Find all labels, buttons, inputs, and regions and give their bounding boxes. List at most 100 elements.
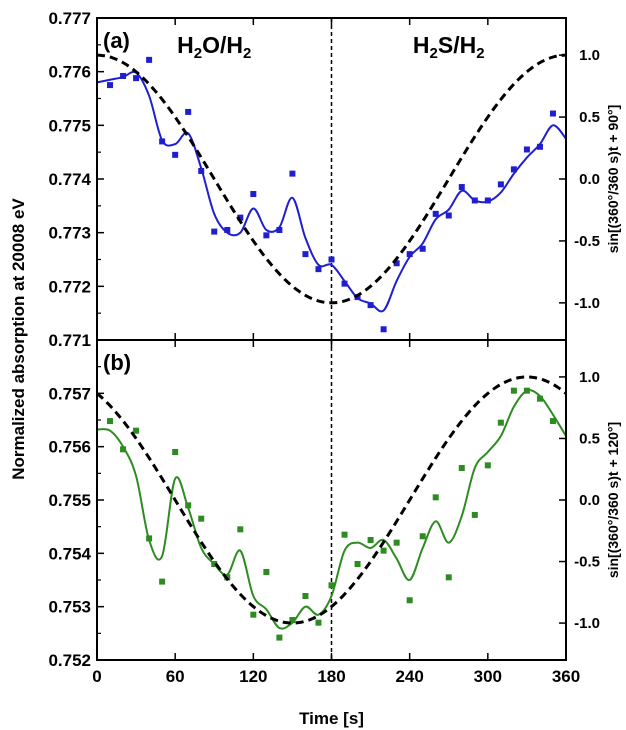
data-point (432, 494, 439, 501)
data-point (510, 166, 517, 173)
data-point (549, 418, 556, 425)
y2-tick-label: 0.5 (579, 109, 600, 126)
y2-tick-label: 0.0 (579, 171, 600, 188)
y-tick-label: 0.774 (48, 170, 91, 189)
data-point (172, 449, 179, 455)
data-point (497, 181, 504, 188)
data-point (302, 593, 309, 599)
data-point (302, 251, 309, 258)
y-tick-label: 0.775 (48, 116, 91, 135)
data-point (445, 212, 452, 219)
data-point (315, 266, 322, 273)
y2-tick-label: 0.5 (579, 430, 600, 447)
data-point (120, 72, 127, 79)
x-tick-label: 180 (317, 667, 345, 686)
data-point (549, 110, 556, 117)
data-point (172, 151, 179, 158)
x-tick-label: 240 (395, 667, 423, 686)
y-tick-label: 0.757 (48, 384, 91, 403)
data-point (458, 465, 465, 471)
y-tick-label: 0.753 (48, 598, 91, 617)
data-point (419, 245, 426, 252)
data-point (419, 533, 426, 540)
data-point (471, 511, 478, 518)
data-point (341, 531, 348, 538)
data-point (107, 82, 114, 89)
data-point (510, 387, 517, 394)
data-point (393, 539, 400, 546)
data-point (367, 537, 374, 543)
y2-tick-label: 0.0 (579, 492, 600, 509)
x-tick-label: 300 (474, 667, 502, 686)
data-point (198, 515, 205, 522)
data-point (536, 395, 543, 402)
y-tick-label: 0.777 (48, 9, 91, 28)
panel-label: (a) (103, 28, 130, 53)
data-point (133, 75, 140, 82)
y2-axis-title: sin[(360°/360 s)t + 120°] (605, 422, 621, 578)
y-tick-label: 0.756 (48, 438, 91, 457)
data-point (146, 56, 153, 63)
data-point (276, 634, 283, 641)
y2-axis-title: sin[(360°/360 s)t + 90°] (605, 105, 621, 254)
data-point (445, 574, 452, 581)
y-axis-title: Normalized absorption at 20008 eV (9, 198, 28, 480)
x-tick-label: 120 (239, 667, 267, 686)
sine-reference-curve (96, 53, 567, 305)
data-point (367, 302, 374, 309)
data-point (237, 214, 244, 221)
region-label: H2O/H2 (177, 32, 251, 62)
y-tick-label: 0.776 (48, 63, 91, 82)
data-point (185, 108, 192, 115)
data-point (289, 617, 296, 623)
y2-tick-label: 1.0 (579, 47, 600, 64)
data-point (276, 226, 283, 233)
x-tick-label: 0 (92, 667, 101, 686)
data-point (159, 578, 166, 585)
panel-label: (b) (103, 350, 131, 375)
data-point (224, 226, 231, 233)
y2-tick-label: -0.5 (574, 233, 600, 250)
data-point (354, 561, 361, 567)
region-label: H2S/H2 (413, 32, 485, 62)
data-point (107, 418, 114, 425)
y2-tick-label: -1.0 (574, 615, 600, 632)
data-point (484, 197, 491, 204)
fit-line (96, 389, 567, 630)
y-tick-label: 0.772 (48, 277, 91, 296)
data-point (289, 170, 296, 177)
data-point (250, 611, 257, 618)
data-point (120, 446, 127, 453)
x-axis-title: Time [s] (299, 709, 364, 728)
data-point (315, 619, 322, 626)
sine-reference-curve (96, 375, 567, 625)
data-point (497, 419, 504, 426)
plot-frame (96, 339, 567, 661)
y-tick-label: 0.773 (48, 224, 91, 243)
data-point (237, 526, 244, 533)
y-tick-label: 0.755 (48, 491, 91, 510)
data-point (380, 547, 387, 554)
x-tick-label: 60 (166, 667, 185, 686)
data-point (406, 251, 413, 258)
y-tick-label: 0.771 (48, 331, 91, 350)
y2-tick-label: 1.0 (579, 369, 600, 386)
y-tick-label: 0.754 (48, 544, 91, 563)
data-point (211, 228, 218, 235)
data-point (250, 191, 257, 198)
data-point (133, 427, 140, 434)
y2-tick-label: -1.0 (574, 295, 600, 312)
data-point (406, 597, 413, 604)
data-point (458, 184, 465, 191)
data-point (484, 462, 491, 469)
data-point (263, 232, 270, 239)
fit-line (96, 70, 567, 313)
data-point (341, 280, 348, 287)
data-point (536, 143, 543, 150)
data-point (523, 146, 530, 153)
y-tick-label: 0.752 (48, 651, 91, 670)
data-point (393, 260, 400, 267)
data-point (328, 582, 335, 589)
data-point (432, 210, 439, 217)
